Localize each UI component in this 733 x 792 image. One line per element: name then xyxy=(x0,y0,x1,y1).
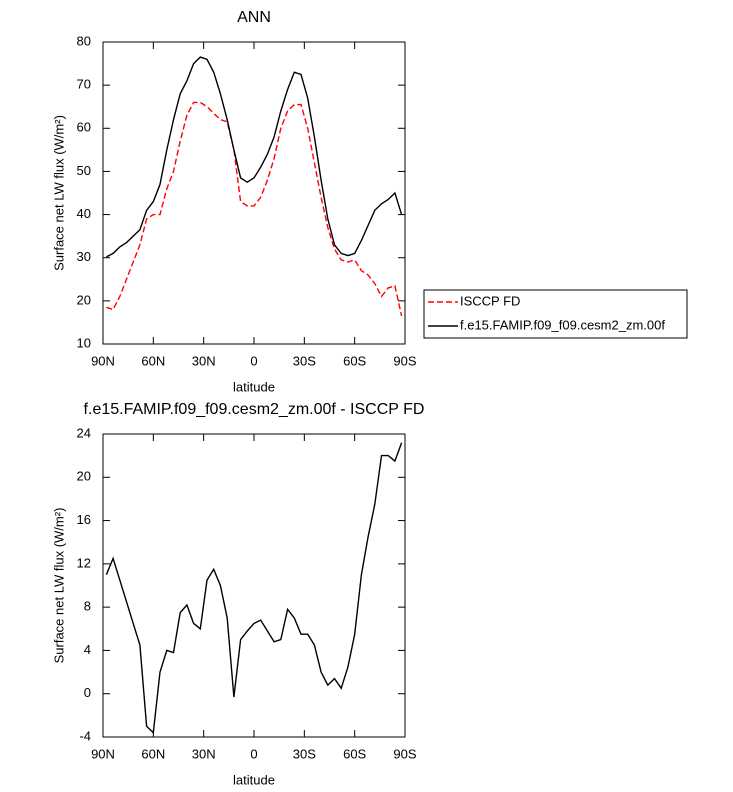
x-tick-label: 30S xyxy=(293,353,316,368)
chart-title: f.e15.FAMIP.f09_f09.cesm2_zm.00f - ISCCP… xyxy=(84,401,425,418)
y-axis-label: Surface net LW flux (W/m²) xyxy=(51,508,66,664)
x-tick-label: 60N xyxy=(141,353,165,368)
x-tick-label: 30N xyxy=(192,353,216,368)
x-axis-label: latitude xyxy=(233,772,275,787)
y-axis-label: Surface net LW flux (W/m²) xyxy=(51,115,66,271)
x-tick-label: 90S xyxy=(393,353,416,368)
y-tick-label: 20 xyxy=(77,469,91,484)
x-tick-label: 60N xyxy=(141,746,165,761)
plot-frame xyxy=(102,41,406,345)
x-tick-label: 60S xyxy=(343,353,366,368)
x-tick-label: 0 xyxy=(250,746,257,761)
legend-label: f.e15.FAMIP.f09_f09.cesm2_zm.00f xyxy=(460,317,665,332)
y-tick-label: 70 xyxy=(77,77,91,92)
y-tick-label: 12 xyxy=(77,555,91,570)
y-tick-label: 20 xyxy=(77,292,91,307)
data-line xyxy=(106,101,403,317)
legend-box xyxy=(423,289,688,339)
y-tick-label: 24 xyxy=(77,425,91,440)
y-tick-label: 8 xyxy=(84,599,91,614)
y-tick-label: 10 xyxy=(77,335,91,350)
y-tick-label: 50 xyxy=(77,163,91,178)
data-line xyxy=(106,56,403,258)
y-tick-label: 40 xyxy=(77,206,91,221)
y-tick-label: 0 xyxy=(84,685,91,700)
y-tick-label: 60 xyxy=(77,120,91,135)
plot-frame xyxy=(102,433,406,738)
y-tick-label: 80 xyxy=(77,33,91,48)
x-tick-label: 30N xyxy=(192,746,216,761)
chart-title: ANN xyxy=(237,9,271,26)
x-tick-label: 90N xyxy=(91,353,115,368)
y-tick-label: 30 xyxy=(77,249,91,264)
y-tick-label: 16 xyxy=(77,512,91,527)
x-tick-label: 60S xyxy=(343,746,366,761)
x-tick-label: 0 xyxy=(250,353,257,368)
y-tick-label: -4 xyxy=(79,728,91,743)
y-tick-label: 4 xyxy=(84,642,91,657)
x-tick-label: 30S xyxy=(293,746,316,761)
data-line xyxy=(105,442,403,735)
x-axis-label: latitude xyxy=(233,379,275,394)
x-tick-label: 90N xyxy=(91,746,115,761)
x-tick-label: 90S xyxy=(393,746,416,761)
legend-label: ISCCP FD xyxy=(460,293,520,308)
